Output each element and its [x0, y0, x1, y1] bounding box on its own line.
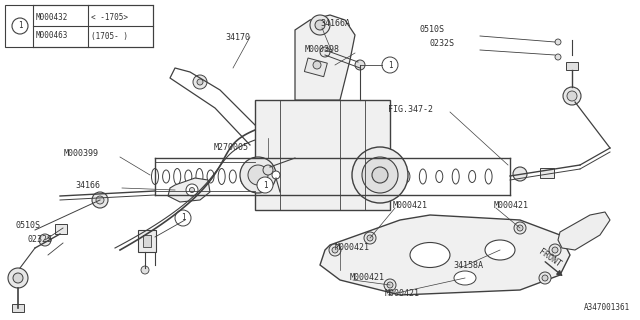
Text: M000398: M000398 [305, 44, 340, 53]
Circle shape [552, 247, 558, 253]
Polygon shape [558, 212, 610, 250]
Text: FRONT: FRONT [537, 247, 563, 269]
Circle shape [141, 266, 149, 274]
Text: 1: 1 [18, 21, 22, 30]
Circle shape [332, 247, 338, 253]
Text: 1: 1 [262, 180, 268, 189]
Text: 34170: 34170 [225, 33, 250, 42]
Circle shape [567, 91, 577, 101]
Text: 0510S: 0510S [420, 26, 445, 35]
Bar [12, 304, 24, 312]
Circle shape [513, 167, 527, 181]
Text: 0232S: 0232S [27, 236, 52, 244]
Circle shape [310, 15, 330, 35]
Text: M000421: M000421 [494, 201, 529, 210]
Circle shape [272, 171, 280, 179]
Bar [566, 62, 578, 70]
Text: M000421: M000421 [385, 289, 420, 298]
Text: M000421: M000421 [350, 274, 385, 283]
Circle shape [563, 87, 581, 105]
Circle shape [364, 232, 376, 244]
Circle shape [320, 47, 330, 57]
Text: 0232S: 0232S [430, 39, 455, 49]
Circle shape [39, 234, 51, 246]
Circle shape [542, 275, 548, 281]
Text: 0510S: 0510S [15, 220, 40, 229]
Circle shape [555, 39, 561, 45]
Circle shape [549, 244, 561, 256]
Circle shape [248, 165, 268, 185]
Circle shape [92, 192, 108, 208]
Circle shape [355, 60, 365, 70]
Ellipse shape [410, 243, 450, 268]
Circle shape [517, 225, 523, 231]
Polygon shape [168, 178, 210, 202]
Ellipse shape [485, 240, 515, 260]
Text: M000399: M000399 [64, 148, 99, 157]
Text: (1705- ): (1705- ) [91, 31, 128, 41]
Text: M000421: M000421 [393, 202, 428, 211]
Circle shape [367, 235, 373, 241]
Circle shape [352, 147, 408, 203]
Circle shape [8, 268, 28, 288]
Text: M000463: M000463 [36, 31, 68, 41]
Circle shape [372, 167, 388, 183]
Bar [55, 224, 67, 234]
Text: M000432: M000432 [36, 12, 68, 21]
Circle shape [387, 282, 393, 288]
Polygon shape [295, 15, 355, 100]
Text: 1: 1 [388, 60, 392, 69]
Circle shape [175, 210, 191, 226]
Circle shape [539, 272, 551, 284]
Text: 1: 1 [180, 213, 186, 222]
Bar [540, 168, 554, 178]
Circle shape [382, 57, 398, 73]
Circle shape [12, 18, 28, 34]
Circle shape [555, 54, 561, 60]
Text: FIG.347-2: FIG.347-2 [388, 106, 433, 115]
Bar [305, 58, 327, 77]
Circle shape [362, 157, 398, 193]
Circle shape [193, 75, 207, 89]
Text: < -1705>: < -1705> [91, 12, 128, 21]
Circle shape [263, 165, 273, 175]
Text: 34166A: 34166A [320, 20, 350, 28]
Circle shape [313, 61, 321, 69]
Text: 34158A: 34158A [453, 260, 483, 269]
Circle shape [329, 244, 341, 256]
Circle shape [257, 177, 273, 193]
Bar [255, 100, 390, 210]
Circle shape [96, 196, 104, 204]
Circle shape [514, 222, 526, 234]
Polygon shape [320, 215, 570, 295]
Bar [5, 5, 153, 47]
Text: M000421: M000421 [335, 244, 370, 252]
Text: A347001361: A347001361 [584, 303, 630, 312]
Circle shape [186, 184, 198, 196]
Text: 34166: 34166 [75, 180, 100, 189]
Circle shape [384, 279, 396, 291]
Ellipse shape [454, 271, 476, 285]
Circle shape [13, 273, 23, 283]
Bar [143, 235, 151, 247]
Circle shape [315, 20, 325, 30]
Bar [138, 230, 156, 252]
Circle shape [240, 157, 276, 193]
Circle shape [189, 188, 195, 193]
Text: M270005: M270005 [214, 143, 249, 153]
Circle shape [197, 79, 203, 85]
